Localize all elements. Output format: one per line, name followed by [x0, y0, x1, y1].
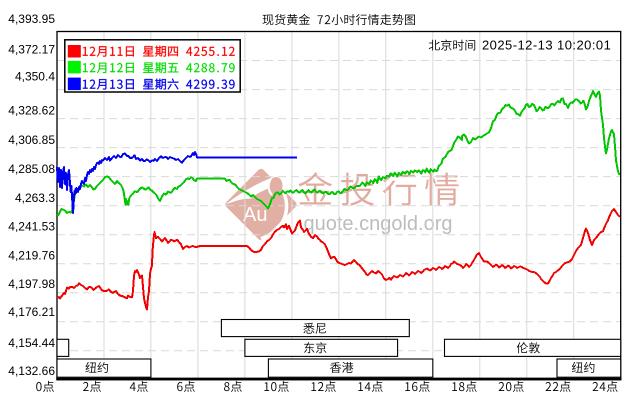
- svg-text:4,154.44: 4,154.44: [8, 336, 55, 350]
- svg-text:4,263.3: 4,263.3: [15, 191, 55, 205]
- svg-text:4,176.21: 4,176.21: [8, 305, 55, 319]
- svg-text:4,328.62: 4,328.62: [8, 104, 55, 118]
- svg-text:4,372.17: 4,372.17: [8, 43, 55, 57]
- svg-text:4,132.66: 4,132.66: [8, 364, 55, 378]
- svg-text:4,350.4: 4,350.4: [15, 70, 55, 84]
- svg-text:4,219.76: 4,219.76: [8, 248, 55, 262]
- svg-text:4,393.95: 4,393.95: [8, 12, 55, 26]
- svg-text:Au: Au: [243, 204, 267, 226]
- svg-text:4,285.08: 4,285.08: [8, 162, 55, 176]
- svg-text:4,197.98: 4,197.98: [8, 277, 55, 291]
- svg-text:2025-12-13 10:20:01: 2025-12-13 10:20:01: [482, 38, 611, 53]
- svg-text:4,241.53: 4,241.53: [8, 220, 55, 234]
- svg-text:4,306.85: 4,306.85: [8, 133, 55, 147]
- svg-text:quote.cngold.org: quote.cngold.org: [304, 213, 453, 235]
